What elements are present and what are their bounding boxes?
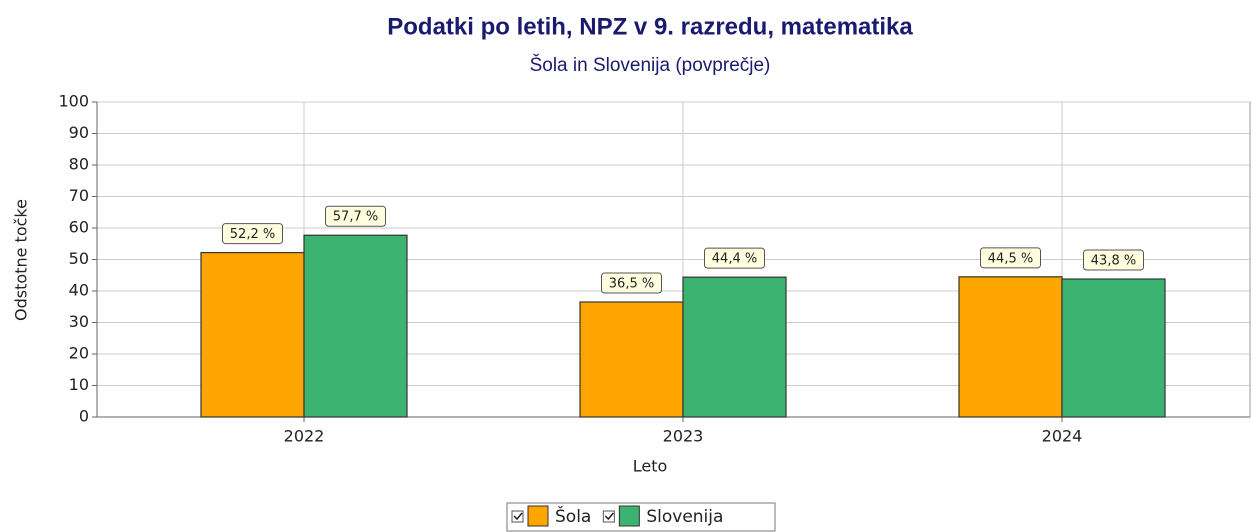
- value-label-box: [325, 205, 386, 227]
- y-tick-label: 20: [69, 344, 89, 363]
- y-tick-label: 70: [69, 186, 89, 205]
- y-tick-label: 80: [69, 155, 89, 174]
- value-label: 44,5 %: [988, 251, 1033, 266]
- y-axis-label: Odstotne točke: [12, 199, 31, 321]
- legend-checkbox[interactable]: [511, 510, 524, 523]
- value-label-box: [1083, 249, 1144, 271]
- bar: [579, 301, 684, 418]
- bar: [303, 234, 408, 418]
- y-tick-label: 10: [69, 375, 89, 394]
- legend-checkbox[interactable]: [602, 510, 615, 523]
- legend-label: Slovenija: [646, 507, 723, 527]
- legend-check: [604, 512, 614, 521]
- x-tick-label: 2023: [663, 427, 704, 446]
- value-label-box: [601, 272, 662, 294]
- value-label-box: [222, 223, 283, 245]
- bar: [958, 276, 1063, 418]
- y-tick-label: 50: [69, 249, 89, 268]
- value-label: 44,4 %: [712, 252, 757, 267]
- x-tick-label: 2024: [1042, 427, 1083, 446]
- chart-subtitle: Šola in Slovenija (povprečje): [530, 54, 771, 76]
- bar: [1061, 278, 1166, 418]
- chart-title: Podatki po letih, NPZ v 9. razredu, mate…: [387, 13, 913, 40]
- y-tick-label: 60: [69, 218, 89, 237]
- value-label-box: [980, 247, 1041, 269]
- value-label-box: [704, 247, 765, 269]
- y-tick-label: 90: [69, 123, 89, 142]
- y-tick-label: 100: [58, 92, 89, 111]
- bar: [200, 251, 305, 418]
- y-tick-label: 40: [69, 281, 89, 300]
- value-label: 57,7 %: [333, 210, 378, 225]
- bar: [682, 276, 787, 418]
- value-label: 36,5 %: [609, 277, 654, 292]
- legend-box: [506, 502, 776, 532]
- x-tick-label: 2022: [284, 427, 325, 446]
- x-axis-label: Leto: [633, 457, 668, 476]
- legend-check: [513, 512, 523, 521]
- value-label: 43,8 %: [1091, 254, 1136, 269]
- legend-label: Šola: [555, 505, 591, 527]
- value-label: 52,2 %: [230, 227, 275, 242]
- legend-swatch: [527, 505, 549, 527]
- y-tick-label: 0: [79, 407, 89, 426]
- y-tick-label: 30: [69, 312, 89, 331]
- legend-swatch: [618, 505, 640, 527]
